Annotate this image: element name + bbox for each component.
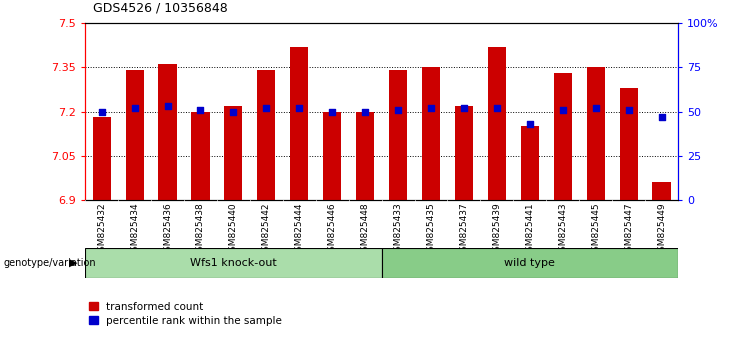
Point [524,121,536,127]
Text: GSM825437: GSM825437 [459,202,468,257]
Text: GDS4526 / 10356848: GDS4526 / 10356848 [93,1,227,14]
Bar [191,112,210,200]
Point [458,105,470,111]
Text: GSM825446: GSM825446 [328,202,336,257]
Text: GSM825435: GSM825435 [427,202,436,257]
Point [260,105,272,111]
Text: GSM825433: GSM825433 [393,202,402,257]
Text: GSM825442: GSM825442 [262,202,271,257]
Text: wild type: wild type [505,258,555,268]
FancyBboxPatch shape [382,248,678,278]
Text: GSM825439: GSM825439 [492,202,502,257]
Bar [422,67,440,200]
Bar [587,67,605,200]
Bar [619,88,638,200]
Text: GSM825445: GSM825445 [591,202,600,257]
Text: GSM825434: GSM825434 [130,202,139,257]
Text: GSM825449: GSM825449 [657,202,666,257]
Point [425,105,437,111]
Bar [225,105,242,200]
Text: GSM825432: GSM825432 [97,202,106,257]
Point [96,109,107,114]
Point [129,105,141,111]
Text: GSM825448: GSM825448 [361,202,370,257]
Bar [356,112,374,200]
Bar [290,47,308,200]
Bar [554,73,572,200]
Text: Wfs1 knock-out: Wfs1 knock-out [190,258,277,268]
Point [195,107,207,113]
Point [590,105,602,111]
Text: genotype/variation: genotype/variation [4,258,96,268]
Bar [653,182,671,200]
Bar [125,70,144,200]
Text: GSM825441: GSM825441 [525,202,534,257]
Point [656,114,668,120]
Bar [323,112,342,200]
Text: GSM825440: GSM825440 [229,202,238,257]
FancyBboxPatch shape [85,248,382,278]
Point [622,107,634,113]
Bar [488,47,506,200]
Point [326,109,338,114]
Bar [93,118,110,200]
Text: GSM825438: GSM825438 [196,202,205,257]
Bar [389,70,407,200]
Point [556,107,568,113]
Bar [455,105,473,200]
Point [227,109,239,114]
Text: GSM825447: GSM825447 [624,202,633,257]
Text: GSM825443: GSM825443 [558,202,568,257]
Text: ▶: ▶ [70,258,78,268]
Bar [257,70,276,200]
Point [293,105,305,111]
Bar [521,126,539,200]
Point [392,107,404,113]
Point [162,103,173,109]
Text: GSM825444: GSM825444 [295,202,304,257]
Legend: transformed count, percentile rank within the sample: transformed count, percentile rank withi… [85,297,286,330]
Text: GSM825436: GSM825436 [163,202,172,257]
Point [359,109,371,114]
Bar [159,64,176,200]
Point [491,105,503,111]
